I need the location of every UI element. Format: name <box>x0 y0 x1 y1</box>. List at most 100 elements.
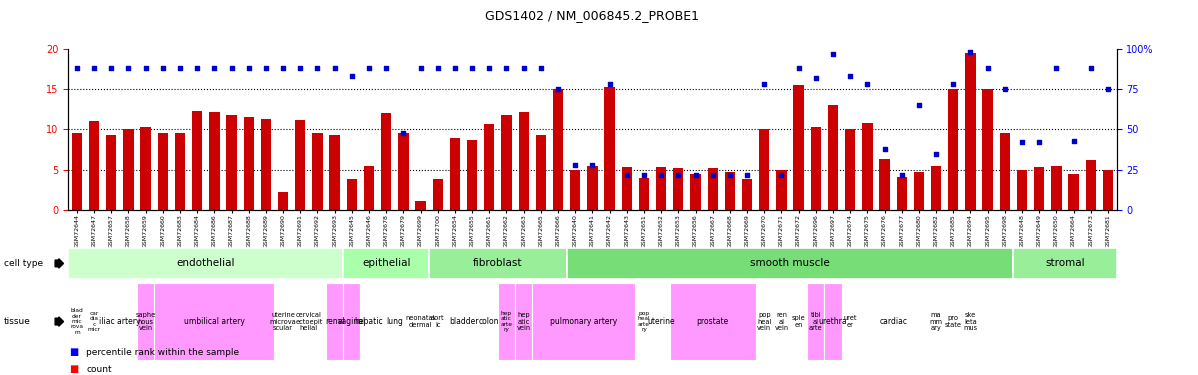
Text: colon: colon <box>479 317 500 326</box>
Bar <box>192 111 202 210</box>
Text: ren
al
vein: ren al vein <box>774 312 788 331</box>
Bar <box>1017 170 1027 210</box>
Bar <box>605 87 615 210</box>
Bar <box>1051 166 1061 210</box>
Bar <box>381 113 392 210</box>
Text: pulmonary artery: pulmonary artery <box>550 317 617 326</box>
Point <box>978 65 997 71</box>
Point <box>549 86 568 92</box>
Bar <box>261 119 271 210</box>
Bar <box>776 170 787 210</box>
Point <box>789 65 809 71</box>
Point <box>394 130 413 136</box>
Text: cell type: cell type <box>4 259 43 268</box>
Bar <box>175 134 186 210</box>
Point <box>909 102 928 108</box>
Text: fibroblast: fibroblast <box>473 258 522 268</box>
Bar <box>107 135 116 210</box>
Text: endothelial: endothelial <box>176 258 235 268</box>
Point <box>565 162 585 168</box>
Point <box>256 65 276 71</box>
Bar <box>346 179 357 210</box>
Bar <box>123 129 134 210</box>
Point <box>325 65 344 71</box>
Bar <box>364 166 374 210</box>
Text: tissue: tissue <box>4 317 30 326</box>
Bar <box>639 178 649 210</box>
Point <box>1099 86 1118 92</box>
Point <box>1081 65 1100 71</box>
Bar <box>966 53 975 210</box>
Point <box>668 171 688 177</box>
Bar <box>553 89 563 210</box>
Point <box>85 65 104 71</box>
Text: bladder: bladder <box>449 317 478 326</box>
Point <box>205 65 224 71</box>
Point <box>1064 138 1083 144</box>
Bar <box>725 172 736 210</box>
Bar <box>587 166 598 210</box>
Point <box>600 81 619 87</box>
Text: vaginal: vaginal <box>338 317 365 326</box>
Text: iliac artery: iliac artery <box>99 317 140 326</box>
Bar <box>416 201 425 210</box>
Bar <box>432 179 443 210</box>
Point <box>703 171 722 177</box>
Bar <box>89 122 99 210</box>
Text: uterine
microva
scular: uterine microva scular <box>270 312 296 331</box>
Text: sple
en: sple en <box>792 315 805 328</box>
Point <box>273 65 292 71</box>
Point <box>343 73 362 79</box>
Bar <box>622 167 631 210</box>
Bar <box>879 159 890 210</box>
Bar <box>1085 160 1096 210</box>
Text: aort
ic: aort ic <box>431 315 444 328</box>
Bar <box>690 174 701 210</box>
Text: ■: ■ <box>69 348 79 357</box>
Text: uret
er: uret er <box>843 315 857 328</box>
Bar <box>501 115 512 210</box>
Point <box>652 171 671 177</box>
Point <box>479 65 498 71</box>
Point <box>411 65 430 71</box>
Bar <box>982 89 993 210</box>
Text: smooth muscle: smooth muscle <box>750 258 830 268</box>
Bar <box>72 134 81 210</box>
Bar <box>811 127 821 210</box>
Point <box>772 171 791 177</box>
Point <box>858 81 877 87</box>
Bar <box>313 133 322 210</box>
Bar <box>1069 174 1078 210</box>
Point <box>67 65 86 71</box>
Bar <box>896 177 907 210</box>
Point <box>514 65 533 71</box>
Bar <box>329 135 340 210</box>
Point <box>1047 65 1066 71</box>
Bar <box>657 167 666 210</box>
Point <box>240 65 259 71</box>
Bar <box>243 117 254 210</box>
Bar <box>295 120 305 210</box>
Point <box>188 65 207 71</box>
Text: saphe
nous
vein: saphe nous vein <box>135 312 156 331</box>
Text: cervical
ectoepit
helial: cervical ectoepit helial <box>295 312 322 331</box>
Text: ma
mm
ary: ma mm ary <box>930 312 943 331</box>
Text: stromal: stromal <box>1045 258 1085 268</box>
Bar <box>1034 167 1045 210</box>
Bar <box>914 172 924 210</box>
Text: blad
der
mic
rova
m: blad der mic rova m <box>71 308 84 335</box>
Point <box>1012 139 1031 145</box>
Point <box>428 65 447 71</box>
Bar <box>226 115 237 210</box>
Text: pro
state: pro state <box>945 315 962 328</box>
Text: GDS1402 / NM_006845.2_PROBE1: GDS1402 / NM_006845.2_PROBE1 <box>485 9 700 22</box>
Point <box>170 65 189 71</box>
Text: tibi
al
arte: tibi al arte <box>809 312 823 331</box>
Point <box>497 65 516 71</box>
Point <box>875 146 894 152</box>
Point <box>996 86 1015 92</box>
Point <box>531 65 550 71</box>
Text: pop
heal
vein: pop heal vein <box>757 312 772 331</box>
Bar <box>742 179 752 210</box>
Point <box>755 81 774 87</box>
